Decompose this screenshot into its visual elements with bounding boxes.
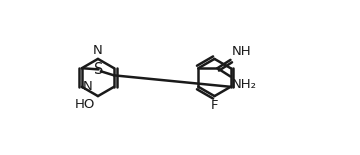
Text: N: N bbox=[93, 44, 103, 57]
Text: S: S bbox=[94, 62, 103, 77]
Text: NH: NH bbox=[232, 45, 251, 58]
Text: HO: HO bbox=[75, 98, 95, 111]
Text: F: F bbox=[211, 99, 218, 112]
Text: N: N bbox=[83, 80, 93, 93]
Text: NH₂: NH₂ bbox=[232, 78, 257, 91]
